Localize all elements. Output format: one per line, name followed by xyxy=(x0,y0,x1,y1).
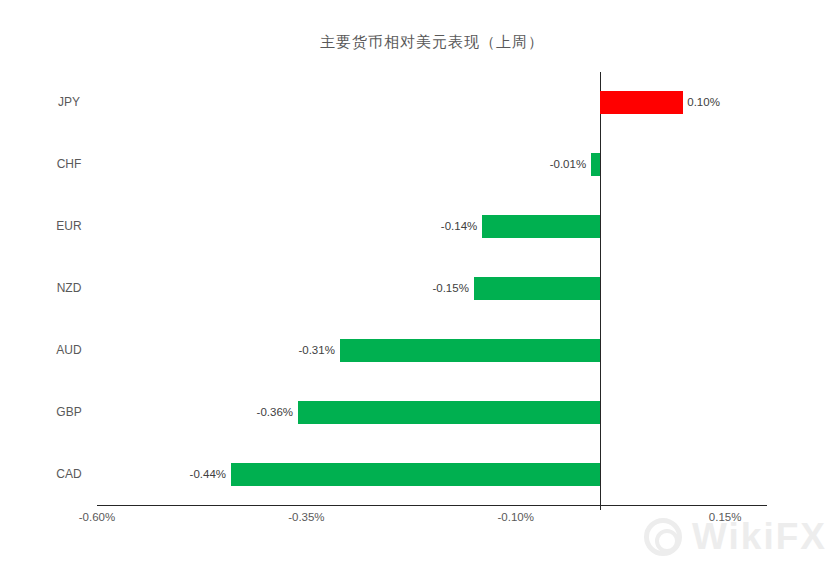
category-label-AUD: AUD xyxy=(45,339,93,362)
zero-axis-line xyxy=(600,72,601,510)
category-label-GBP: GBP xyxy=(45,401,93,424)
bar-GBP xyxy=(298,401,600,424)
currency-bar-chart: 主要货币相对美元表现（上周） 0.10%JPY-0.01%CHF-0.14%EU… xyxy=(0,0,833,572)
wikifx-logo-icon xyxy=(644,518,682,556)
category-label-EUR: EUR xyxy=(45,215,93,238)
value-label-GBP: -0.36% xyxy=(257,401,293,424)
bar-JPY xyxy=(600,91,684,114)
value-label-CHF: -0.01% xyxy=(550,153,586,176)
plot-area: 0.10%JPY-0.01%CHF-0.14%EUR-0.15%NZD-0.31… xyxy=(97,72,767,505)
x-tick-label: -0.60% xyxy=(79,511,115,523)
value-label-JPY: 0.10% xyxy=(687,91,720,114)
x-axis-line xyxy=(97,505,767,506)
category-label-NZD: NZD xyxy=(45,277,93,300)
value-label-EUR: -0.14% xyxy=(441,215,477,238)
watermark-brand-text: WikiFX xyxy=(692,516,827,558)
bar-AUD xyxy=(340,339,600,362)
value-label-AUD: -0.31% xyxy=(298,339,334,362)
bar-CHF xyxy=(591,153,599,176)
x-tick-label: -0.35% xyxy=(288,511,324,523)
bar-NZD xyxy=(474,277,600,300)
category-label-CHF: CHF xyxy=(45,153,93,176)
bar-EUR xyxy=(482,215,599,238)
chart-title: 主要货币相对美元表现（上周） xyxy=(97,33,767,52)
x-tick-label: -0.10% xyxy=(498,511,534,523)
bar-CAD xyxy=(231,463,600,486)
category-label-JPY: JPY xyxy=(45,91,93,114)
value-label-CAD: -0.44% xyxy=(190,463,226,486)
value-label-NZD: -0.15% xyxy=(432,277,468,300)
zero-axis-tick xyxy=(600,505,601,510)
category-label-CAD: CAD xyxy=(45,463,93,486)
watermark: WikiFX xyxy=(644,516,827,558)
